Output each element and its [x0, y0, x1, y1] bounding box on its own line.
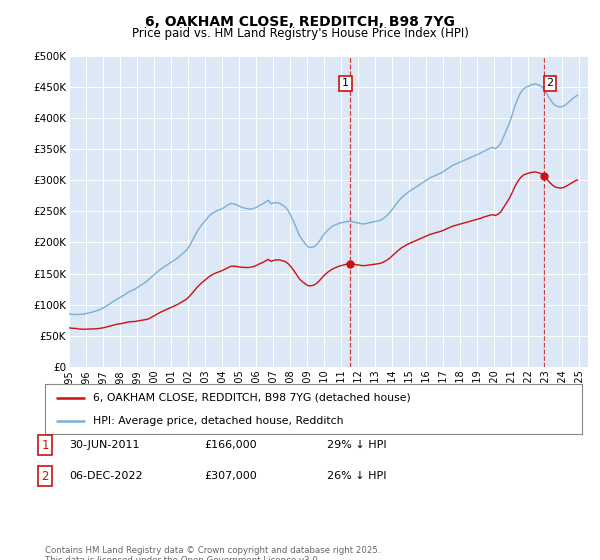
Text: 06-DEC-2022: 06-DEC-2022 [69, 471, 143, 481]
Text: £166,000: £166,000 [204, 440, 257, 450]
Text: HPI: Average price, detached house, Redditch: HPI: Average price, detached house, Redd… [94, 417, 344, 426]
Text: 1: 1 [41, 438, 49, 452]
Text: 2: 2 [547, 78, 554, 88]
Text: 30-JUN-2011: 30-JUN-2011 [69, 440, 139, 450]
Text: 6, OAKHAM CLOSE, REDDITCH, B98 7YG (detached house): 6, OAKHAM CLOSE, REDDITCH, B98 7YG (deta… [94, 393, 411, 403]
Text: Price paid vs. HM Land Registry's House Price Index (HPI): Price paid vs. HM Land Registry's House … [131, 27, 469, 40]
Text: 29% ↓ HPI: 29% ↓ HPI [327, 440, 386, 450]
Text: £307,000: £307,000 [204, 471, 257, 481]
Text: 6, OAKHAM CLOSE, REDDITCH, B98 7YG: 6, OAKHAM CLOSE, REDDITCH, B98 7YG [145, 15, 455, 29]
Text: Contains HM Land Registry data © Crown copyright and database right 2025.
This d: Contains HM Land Registry data © Crown c… [45, 546, 380, 560]
Text: 2: 2 [41, 469, 49, 483]
Text: 1: 1 [342, 78, 349, 88]
Text: 26% ↓ HPI: 26% ↓ HPI [327, 471, 386, 481]
